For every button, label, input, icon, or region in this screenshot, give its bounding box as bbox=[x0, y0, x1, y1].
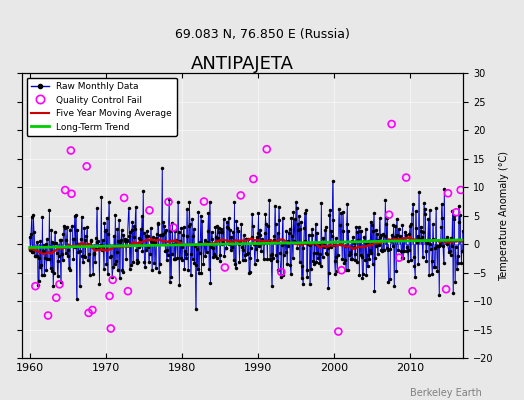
Y-axis label: Temperature Anomaly (°C): Temperature Anomaly (°C) bbox=[499, 150, 509, 280]
Point bbox=[387, 121, 396, 127]
Point bbox=[337, 267, 346, 274]
Point bbox=[55, 281, 63, 288]
Point bbox=[124, 288, 132, 294]
Point bbox=[105, 293, 114, 299]
Point bbox=[84, 310, 93, 316]
Point bbox=[165, 199, 173, 205]
Point bbox=[263, 146, 271, 152]
Point bbox=[31, 283, 40, 289]
Point bbox=[444, 190, 452, 196]
Point bbox=[236, 192, 245, 199]
Point bbox=[408, 288, 417, 294]
Point bbox=[169, 224, 178, 231]
Text: 69.083 N, 76.850 E (Russia): 69.083 N, 76.850 E (Russia) bbox=[174, 28, 350, 41]
Point bbox=[385, 212, 393, 218]
Point bbox=[61, 187, 69, 193]
Point bbox=[456, 187, 465, 193]
Point bbox=[334, 328, 343, 335]
Title: ANTIPAJETA: ANTIPAJETA bbox=[191, 55, 294, 73]
Legend: Raw Monthly Data, Quality Control Fail, Five Year Moving Average, Long-Term Tren: Raw Monthly Data, Quality Control Fail, … bbox=[27, 78, 177, 136]
Point bbox=[221, 264, 229, 271]
Point bbox=[402, 174, 410, 181]
Point bbox=[442, 286, 450, 292]
Point bbox=[106, 325, 115, 332]
Point bbox=[82, 163, 91, 170]
Point bbox=[52, 294, 60, 301]
Point bbox=[200, 198, 208, 205]
Point bbox=[88, 307, 96, 313]
Point bbox=[145, 207, 154, 214]
Point bbox=[277, 269, 286, 275]
Point bbox=[395, 254, 403, 261]
Point bbox=[120, 195, 128, 201]
Point bbox=[108, 277, 117, 283]
Point bbox=[249, 176, 258, 182]
Point bbox=[67, 147, 75, 154]
Point bbox=[452, 209, 461, 216]
Point bbox=[44, 312, 52, 319]
Text: Berkeley Earth: Berkeley Earth bbox=[410, 388, 482, 398]
Point bbox=[67, 190, 75, 197]
